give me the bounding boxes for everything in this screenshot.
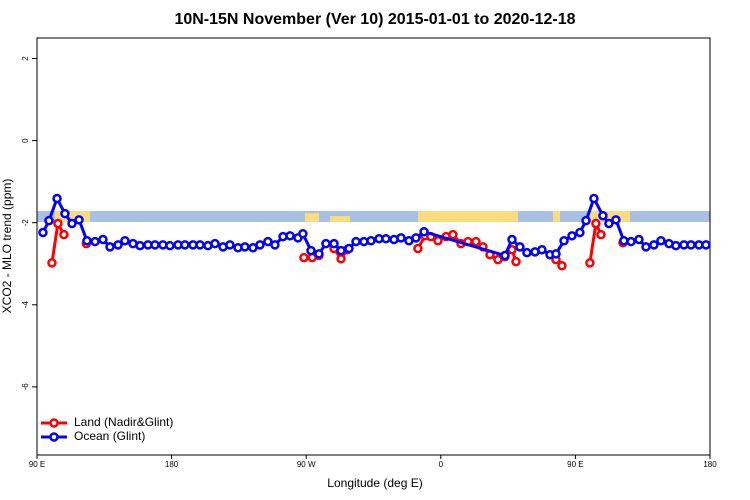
- data-point: [105, 242, 115, 252]
- data-point: [596, 229, 606, 240]
- data-point: [557, 261, 567, 271]
- data-point: [591, 218, 601, 229]
- data-point: [44, 215, 54, 226]
- data-point: [135, 240, 145, 251]
- data-point: [448, 229, 458, 240]
- data-point: [53, 218, 63, 229]
- data-point: [329, 238, 339, 249]
- data-point: [413, 243, 423, 254]
- y-tick-label: -4: [21, 301, 30, 309]
- data-point: [270, 240, 280, 250]
- data-point: [67, 218, 77, 229]
- data-point: [180, 240, 190, 250]
- legend-label: Land (Nadir&Glint): [74, 415, 173, 429]
- data-point: [210, 238, 220, 249]
- data-point: [611, 215, 621, 225]
- legend-label: Ocean (Glint): [74, 429, 145, 443]
- data-point: [336, 254, 346, 264]
- x-tick-label: 90 E: [567, 460, 583, 469]
- data-point: [419, 226, 429, 237]
- data-point: [98, 234, 108, 245]
- x-axis-label: Longitude (deg E): [327, 476, 422, 490]
- data-point: [649, 240, 659, 250]
- legend-marker: [49, 432, 59, 442]
- data-point: [381, 233, 391, 244]
- data-point: [255, 240, 265, 250]
- data-point: [585, 258, 595, 268]
- x-tick-label: 180: [165, 460, 179, 469]
- data-point: [366, 236, 376, 246]
- data-point: [604, 218, 614, 229]
- data-point: [626, 236, 636, 247]
- data-point: [298, 229, 308, 239]
- legend-marker: [49, 418, 59, 428]
- data-point: [195, 240, 205, 250]
- data-point: [52, 193, 62, 204]
- data-point: [619, 236, 629, 246]
- data-point: [74, 215, 84, 225]
- data-point: [701, 240, 711, 250]
- x-tick-label: 180: [703, 460, 717, 469]
- data-point: [559, 236, 569, 246]
- data-point: [537, 245, 547, 255]
- y-tick-label: -6: [21, 383, 30, 391]
- data-point: [433, 236, 443, 246]
- land-mask: [37, 211, 710, 222]
- y-tick-label: -2: [21, 219, 30, 227]
- data-point: [686, 240, 696, 250]
- data-point: [82, 236, 92, 246]
- data-point: [641, 242, 651, 252]
- data-point: [47, 258, 57, 268]
- data-point: [507, 234, 517, 245]
- x-tick-label: 90 W: [297, 460, 316, 469]
- y-tick-label: 0: [21, 138, 30, 143]
- data-point: [671, 240, 681, 251]
- data-point: [351, 236, 361, 247]
- data-point: [515, 242, 525, 252]
- data-point: [299, 252, 309, 263]
- data-point: [120, 236, 130, 246]
- data-point: [396, 233, 406, 243]
- data-point: [165, 240, 175, 251]
- data-point: [38, 227, 48, 238]
- data-point: [522, 247, 532, 258]
- data-point: [113, 240, 123, 250]
- data-point: [656, 236, 666, 246]
- data-point: [598, 210, 608, 221]
- data-point: [285, 231, 295, 241]
- data-point: [551, 249, 561, 259]
- series-line: [50, 218, 66, 264]
- data-point: [471, 236, 481, 247]
- data-point: [150, 240, 160, 250]
- data-point: [581, 215, 591, 226]
- data-point: [575, 227, 585, 238]
- series-line: [588, 218, 603, 264]
- data-point: [336, 245, 346, 256]
- y-axis-label: XCO2 - MLO trend (ppm): [0, 179, 14, 314]
- data-point: [567, 231, 577, 241]
- data-point: [500, 250, 510, 261]
- data-point: [225, 240, 235, 250]
- data-point: [314, 249, 324, 259]
- data-point: [321, 238, 331, 249]
- data-point: [344, 243, 354, 254]
- y-tick-label: 2: [21, 56, 30, 61]
- chart-title: 10N-15N November (Ver 10) 2015-01-01 to …: [174, 11, 575, 28]
- data-point: [240, 242, 250, 252]
- data-point: [59, 229, 69, 240]
- data-point: [263, 236, 273, 247]
- data-point: [90, 236, 100, 247]
- x-tick-label: 0: [439, 460, 444, 469]
- data-point: [511, 256, 521, 267]
- data-point: [306, 245, 316, 256]
- data-point: [634, 234, 644, 245]
- data-point: [411, 233, 421, 243]
- x-tick-label: 90 E: [29, 460, 45, 469]
- data-point: [589, 193, 599, 204]
- data-point: [60, 208, 70, 219]
